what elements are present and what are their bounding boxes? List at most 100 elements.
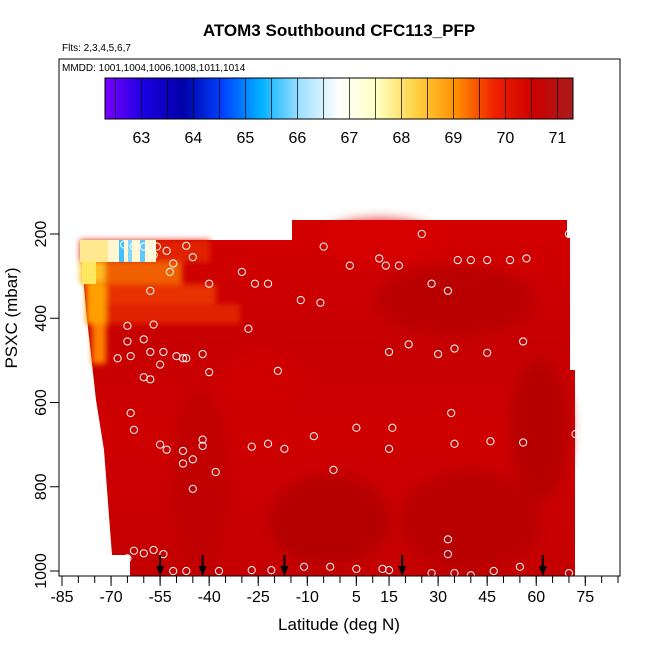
sample-marker bbox=[564, 229, 574, 239]
sample-marker bbox=[450, 439, 459, 448]
sample-marker bbox=[483, 348, 492, 357]
sample-marker bbox=[178, 446, 188, 456]
colorbar-tick-label: 70 bbox=[497, 130, 515, 147]
sample-marker bbox=[384, 566, 394, 575]
cyan-streak-3 bbox=[140, 240, 145, 262]
sample-marker bbox=[384, 444, 394, 453]
sample-marker bbox=[375, 254, 384, 263]
x-tick-label: -25 bbox=[247, 589, 270, 606]
sample-marker bbox=[453, 256, 462, 265]
sample-marker bbox=[129, 242, 139, 251]
sample-marker bbox=[443, 286, 453, 295]
sample-marker bbox=[162, 246, 171, 255]
yellow-strip-left bbox=[82, 262, 96, 284]
concentration-field bbox=[80, 220, 580, 576]
sample-marker bbox=[283, 229, 292, 239]
flight-arrow-head bbox=[198, 566, 207, 576]
y-tick-label: 600 bbox=[33, 389, 50, 416]
sample-marker bbox=[434, 349, 443, 359]
sample-marker bbox=[126, 408, 135, 418]
y-tick-label: 1000 bbox=[33, 553, 50, 589]
sample-marker bbox=[519, 438, 528, 447]
field-patch-dark-3 bbox=[170, 390, 230, 570]
colorbar-ticks: 63 64 65 66 67 68 69 70 71 bbox=[133, 130, 567, 147]
sample-marker bbox=[146, 286, 155, 295]
sample-marker bbox=[384, 347, 394, 357]
sample-marker bbox=[205, 368, 214, 377]
sample-marker bbox=[126, 352, 135, 361]
sample-marker bbox=[522, 254, 531, 263]
sample-marker bbox=[178, 459, 188, 468]
sample-marker bbox=[466, 256, 475, 265]
x-tick-label: 15 bbox=[380, 589, 398, 606]
sample-marker bbox=[515, 562, 524, 571]
x-tick-label: 5 bbox=[352, 589, 361, 606]
sample-marker bbox=[417, 229, 426, 239]
sample-marker bbox=[198, 435, 207, 444]
sample-marker bbox=[123, 321, 132, 330]
field-texture bbox=[170, 220, 570, 570]
field-patch-dark-2 bbox=[270, 475, 390, 565]
sample-marker bbox=[129, 425, 139, 434]
edge-band-5 bbox=[86, 284, 106, 324]
colorbar-gradient bbox=[105, 78, 573, 119]
sample-marker bbox=[139, 335, 148, 344]
sample-marker bbox=[564, 569, 574, 576]
flights-label: Flts: 2,3,4,5,6,7 bbox=[62, 43, 131, 54]
sample-marker bbox=[267, 566, 276, 575]
field-patch-light-1 bbox=[320, 220, 440, 260]
sample-marker bbox=[198, 441, 207, 450]
edge-band-6 bbox=[92, 324, 106, 364]
colorbar-tick-label: 71 bbox=[549, 130, 567, 147]
sample-marker bbox=[146, 242, 155, 251]
sample-marker bbox=[447, 408, 456, 418]
sample-marker bbox=[162, 445, 171, 454]
sample-marker bbox=[329, 465, 338, 474]
colorbar-tick-label: 63 bbox=[133, 130, 151, 147]
sample-marker bbox=[263, 439, 273, 448]
flight-arrow-head bbox=[156, 566, 165, 576]
colorbar: 63 64 65 66 67 68 69 70 71 bbox=[104, 77, 574, 147]
sample-marker bbox=[156, 360, 165, 369]
sample-marker bbox=[165, 267, 175, 277]
sample-marker bbox=[250, 279, 260, 288]
y-tick-label: 200 bbox=[33, 221, 50, 248]
flight-arrow-head bbox=[538, 566, 547, 576]
chart-title: ATOM3 Southbound CFC113_PFP bbox=[203, 21, 475, 40]
colorbar-tick-label: 66 bbox=[289, 130, 307, 147]
sample-marker bbox=[139, 242, 148, 251]
x-tick-label: -10 bbox=[296, 589, 319, 606]
sample-marker bbox=[159, 347, 168, 357]
sample-marker bbox=[211, 467, 220, 477]
sample-marker bbox=[182, 566, 191, 576]
sample-marker bbox=[345, 261, 354, 270]
x-tick-label: 30 bbox=[429, 589, 447, 606]
sample-marker bbox=[450, 569, 459, 576]
sample-marker bbox=[443, 535, 453, 544]
sample-marker bbox=[159, 550, 168, 559]
flight-arrow-head bbox=[398, 566, 407, 576]
field-patch-light-3 bbox=[220, 350, 300, 410]
sample-marker bbox=[352, 423, 361, 432]
sample-marker bbox=[169, 566, 178, 576]
colorbar-tick-label: 64 bbox=[185, 130, 203, 147]
sample-marker bbox=[273, 366, 282, 376]
sample-marker bbox=[489, 566, 498, 576]
sample-marker bbox=[123, 337, 132, 346]
sample-marker bbox=[263, 279, 273, 288]
field-patch-dark-1 bbox=[375, 265, 535, 335]
sample-marker bbox=[120, 240, 129, 249]
sample-marker bbox=[443, 550, 453, 559]
field-patch-dark-4 bbox=[400, 470, 540, 570]
y-axis-label: PSXC (mbar) bbox=[2, 267, 21, 368]
sample-marker bbox=[404, 340, 413, 349]
flight-arrows bbox=[156, 555, 547, 576]
sample-marker bbox=[214, 566, 224, 576]
colorbar-frame bbox=[104, 77, 574, 120]
sample-marker bbox=[388, 423, 397, 432]
sample-marker bbox=[198, 349, 207, 359]
x-tick-label: 60 bbox=[527, 589, 545, 606]
x-tick-label: 75 bbox=[576, 589, 594, 606]
sample-marker bbox=[182, 354, 191, 363]
